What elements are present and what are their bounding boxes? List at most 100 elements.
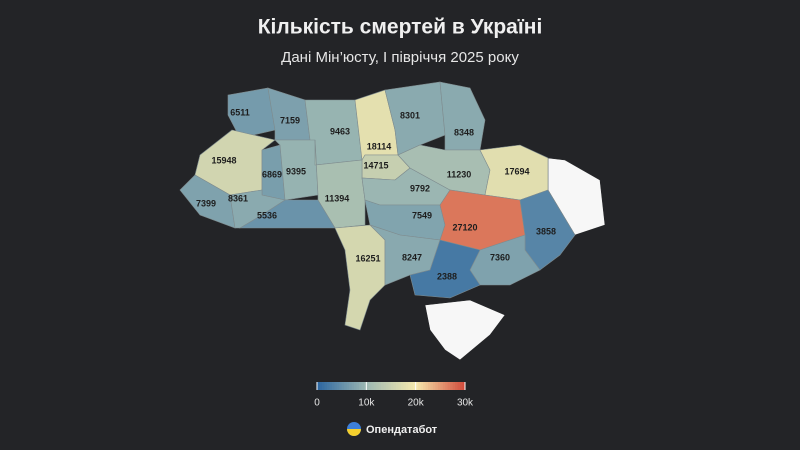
- region-label: 3858: [536, 226, 556, 236]
- colorbar-tick-label: 20k: [408, 398, 425, 409]
- regions: [179, 81, 576, 331]
- region: [227, 87, 276, 139]
- region-label: 9463: [330, 126, 350, 136]
- region-label: 6869: [262, 169, 282, 179]
- colorbar-step: [336, 382, 340, 390]
- region-label: 7360: [490, 252, 510, 262]
- colorbar-step: [354, 382, 357, 390]
- region: [274, 139, 319, 201]
- colorbar-step: [432, 382, 436, 390]
- colorbar-step: [331, 382, 335, 390]
- colorbar-step: [400, 382, 404, 390]
- colorbar-tick-label: 0: [314, 398, 320, 409]
- colorbar-step: [366, 382, 370, 390]
- region-label: 2388: [437, 271, 457, 281]
- region-label: 9792: [410, 183, 430, 193]
- region: [238, 199, 336, 229]
- region-label: 5536: [257, 210, 277, 220]
- colorbar-step: [321, 382, 325, 390]
- colorbar-step: [450, 382, 454, 390]
- region-labels: 6511 7159 9463 18114 14715 8301 8348 15948 6869 9…: [196, 107, 556, 281]
- colorbar-step: [423, 382, 427, 390]
- colorbar-step: [326, 382, 330, 390]
- region-label: 9395: [286, 166, 306, 176]
- colorbar-step: [319, 382, 323, 390]
- colorbar-step: [339, 382, 343, 390]
- colorbar-step: [395, 382, 399, 390]
- colorbar-step: [413, 382, 417, 390]
- colorbar-step: [358, 382, 362, 390]
- colorbar-step: [334, 382, 338, 390]
- colorbar-step: [455, 382, 459, 390]
- colorbar-step: [393, 382, 397, 390]
- colorbar-step: [410, 382, 414, 390]
- region-label: 6511: [230, 107, 250, 117]
- brand: Опендатабот: [366, 424, 438, 436]
- colorbar-step: [435, 382, 439, 390]
- colorbar-tick-label: 30k: [457, 398, 474, 409]
- region-label: 17694: [504, 166, 529, 176]
- colorbar-tick-label: 10k: [358, 398, 375, 409]
- brand-logo-half: [347, 429, 361, 436]
- region-label: 7549: [412, 210, 432, 220]
- colorbar-step: [344, 382, 348, 390]
- region: [409, 239, 481, 299]
- colorbar-step: [349, 382, 353, 390]
- colorbar-step: [346, 382, 350, 390]
- colorbar-step: [341, 382, 345, 390]
- colorbar-step: [442, 382, 446, 390]
- colorbar-step: [386, 382, 390, 390]
- colorbar-step: [440, 382, 444, 390]
- region-label: 8361: [228, 193, 248, 203]
- colorbar-step: [415, 382, 419, 390]
- colorbar-step: [381, 382, 385, 390]
- region: [314, 139, 366, 229]
- colorbar-step: [460, 382, 464, 390]
- legend: 0 10k 20k 30k: [314, 382, 474, 409]
- region-label: 18114: [367, 141, 392, 151]
- colorbar-step: [398, 382, 402, 390]
- region-label: 11230: [447, 169, 472, 179]
- colorbar-step: [452, 382, 456, 390]
- colorbar-step: [378, 382, 382, 390]
- title: Кількість смертей в Україні: [258, 16, 543, 39]
- region-label: 14715: [363, 160, 388, 170]
- colorbar-step: [376, 382, 380, 390]
- colorbar-step: [420, 382, 424, 390]
- colorbar-step: [445, 382, 449, 390]
- colorbar-step: [430, 382, 434, 390]
- region-label: 27120: [452, 222, 477, 232]
- colorbar-step: [368, 382, 372, 390]
- colorbar-step: [403, 382, 407, 390]
- colorbar-step: [356, 382, 360, 390]
- colorbar-step: [373, 382, 377, 390]
- colorbar-step: [418, 382, 422, 390]
- colorbar-step: [317, 382, 320, 390]
- colorbar-step: [428, 382, 431, 390]
- colorbar-step: [425, 382, 429, 390]
- colorbar-step: [408, 382, 412, 390]
- colorbar-step: [361, 382, 365, 390]
- colorbar-step: [388, 382, 392, 390]
- colorbar-step: [363, 382, 367, 390]
- no-data-region: [424, 299, 506, 361]
- subtitle: Дані Мін’юсту, І півріччя 2025 року: [281, 49, 519, 66]
- colorbar-step: [462, 382, 466, 390]
- colorbar-step: [383, 382, 387, 390]
- colorbar-step: [351, 382, 355, 390]
- colorbar-step: [329, 382, 333, 390]
- region-label: 15948: [211, 155, 236, 165]
- colorbar-step: [447, 382, 451, 390]
- colorbar-step: [371, 382, 375, 390]
- region-label: 7159: [280, 115, 300, 125]
- colorbar-step: [324, 382, 328, 390]
- region-label: 8348: [454, 127, 474, 137]
- region-label: 7399: [196, 198, 216, 208]
- region-label: 16251: [355, 253, 380, 263]
- region-label: 8247: [402, 252, 422, 262]
- colorbar-step: [437, 382, 441, 390]
- region-label: 11394: [325, 193, 350, 203]
- colorbar-step: [405, 382, 409, 390]
- region-label: 8301: [400, 110, 420, 120]
